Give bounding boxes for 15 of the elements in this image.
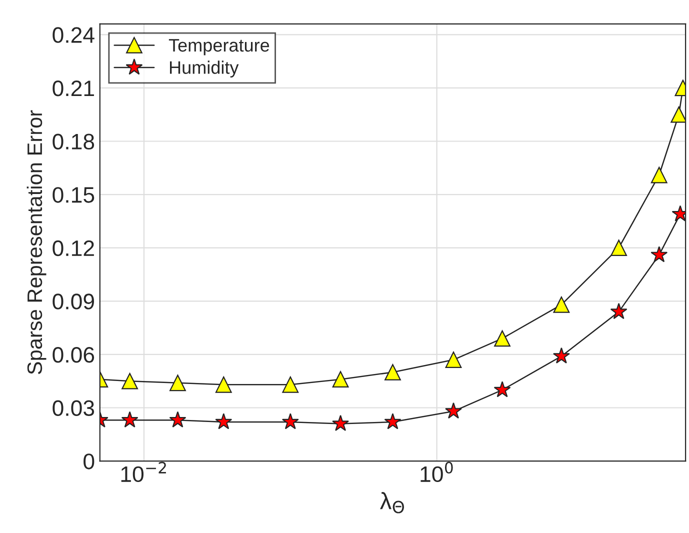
y-tick-label: 0.09 (52, 294, 94, 310)
y-tick-label: 0 (84, 454, 94, 470)
x-axis-title: λ$_{Θ}$ (380, 492, 404, 514)
y-axis-title: Sparse Representation Error (26, 110, 46, 374)
y-tick-label: 0.18 (52, 134, 94, 150)
legend-label: Temperature (168, 39, 270, 56)
legend-label: Humidity (170, 60, 239, 78)
x-tick-label: 10$^{0}$ (420, 462, 453, 482)
y-tick-label: 0.24 (52, 27, 94, 43)
y-tick-label: 0.03 (52, 400, 94, 416)
y-tick-label: 0.15 (52, 187, 94, 203)
x-tick-label: 10$^{−2}$ (121, 462, 166, 482)
y-tick-label: 0.06 (52, 346, 94, 363)
y-tick-label: 0.12 (52, 240, 94, 256)
y-tick-label: 0.21 (52, 80, 94, 96)
